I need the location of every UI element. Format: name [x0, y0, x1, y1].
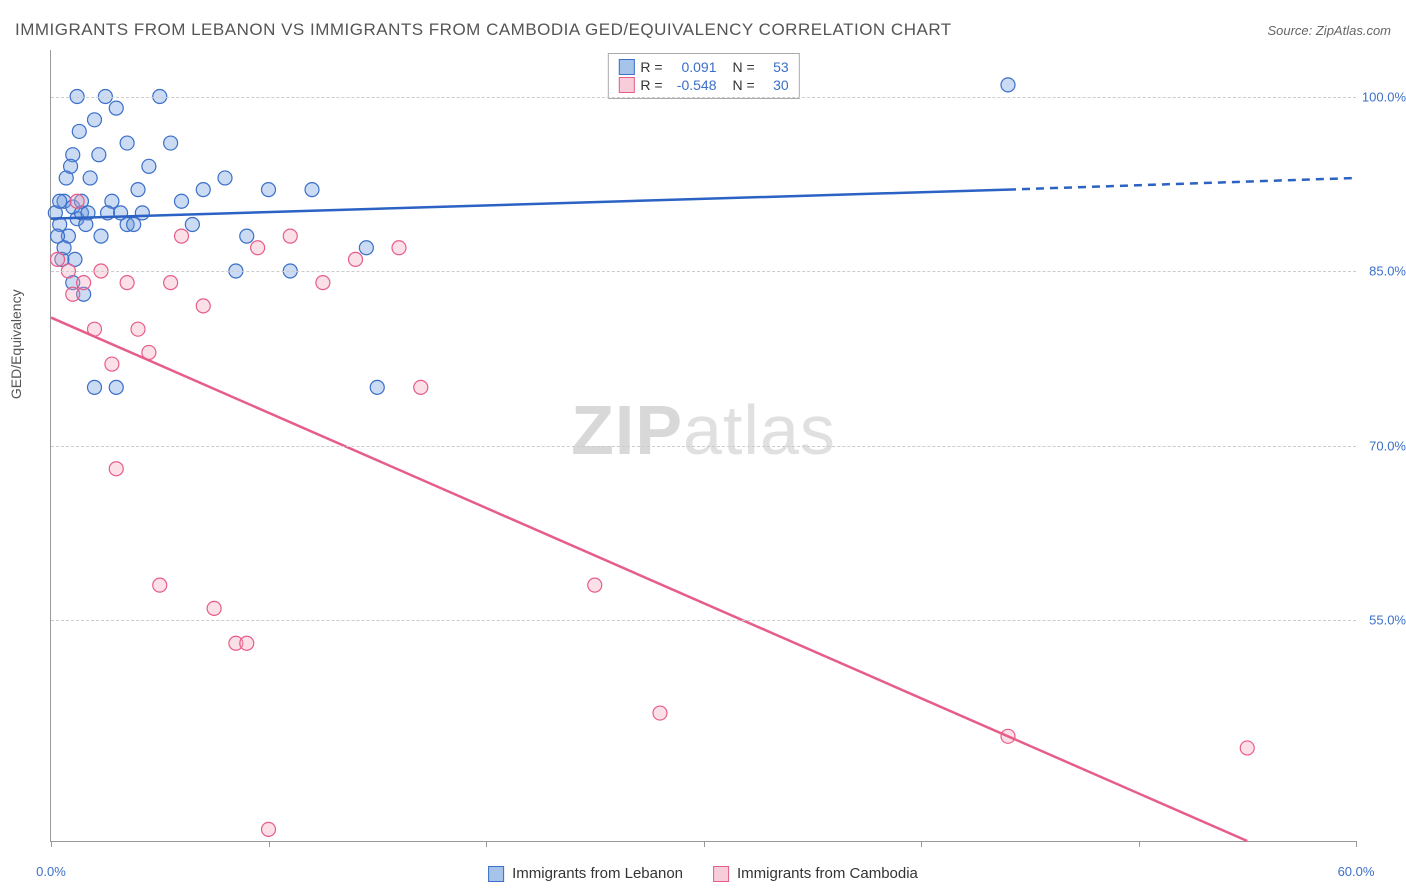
y-tick-label: 55.0%	[1356, 612, 1406, 627]
legend-swatch	[713, 866, 729, 882]
scatter-point	[349, 252, 363, 266]
legend-label: Immigrants from Cambodia	[737, 865, 918, 882]
scatter-point	[218, 171, 232, 185]
title-bar: IMMIGRANTS FROM LEBANON VS IMMIGRANTS FR…	[15, 20, 1391, 40]
n-value: 53	[761, 59, 789, 75]
scatter-point	[196, 299, 210, 313]
scatter-point	[109, 380, 123, 394]
x-tick	[486, 841, 487, 847]
scatter-point	[262, 822, 276, 836]
scatter-point	[135, 206, 149, 220]
stats-box: R = 0.091 N = 53 R = -0.548 N = 30	[607, 53, 799, 99]
scatter-point	[164, 136, 178, 150]
scatter-point	[131, 322, 145, 336]
scatter-point	[70, 194, 84, 208]
scatter-point	[262, 183, 276, 197]
x-tick	[1139, 841, 1140, 847]
scatter-point	[207, 601, 221, 615]
scatter-point	[196, 183, 210, 197]
scatter-point	[142, 159, 156, 173]
scatter-point	[153, 578, 167, 592]
scatter-point	[359, 241, 373, 255]
chart-title: IMMIGRANTS FROM LEBANON VS IMMIGRANTS FR…	[15, 20, 952, 40]
scatter-point	[653, 706, 667, 720]
scatter-point	[1240, 741, 1254, 755]
x-tick	[1356, 841, 1357, 847]
gridline-h	[51, 620, 1356, 621]
r-label: R =	[640, 77, 662, 93]
scatter-point	[370, 380, 384, 394]
n-label: N =	[733, 59, 755, 75]
scatter-point	[240, 636, 254, 650]
scatter-point	[127, 217, 141, 231]
legend-swatch	[618, 77, 634, 93]
scatter-point	[131, 183, 145, 197]
x-tick-label: 60.0%	[1338, 864, 1375, 879]
y-axis-title: GED/Equivalency	[8, 289, 24, 399]
scatter-point	[88, 113, 102, 127]
r-value: -0.548	[669, 77, 717, 93]
legend-item: Immigrants from Lebanon	[488, 865, 683, 882]
legend-item: Immigrants from Cambodia	[713, 865, 918, 882]
r-value: 0.091	[669, 59, 717, 75]
scatter-point	[83, 171, 97, 185]
scatter-point	[105, 357, 119, 371]
scatter-point	[120, 276, 134, 290]
scatter-point	[66, 287, 80, 301]
scatter-point	[175, 194, 189, 208]
x-tick	[704, 841, 705, 847]
scatter-point	[88, 380, 102, 394]
scatter-point	[240, 229, 254, 243]
scatter-point	[92, 148, 106, 162]
scatter-point	[109, 101, 123, 115]
stats-row: R = 0.091 N = 53	[618, 58, 788, 76]
x-tick	[921, 841, 922, 847]
scatter-point	[53, 194, 67, 208]
y-tick-label: 100.0%	[1356, 89, 1406, 104]
scatter-point	[64, 159, 78, 173]
scatter-point	[251, 241, 265, 255]
y-tick-label: 85.0%	[1356, 264, 1406, 279]
scatter-point	[175, 229, 189, 243]
scatter-point	[185, 217, 199, 231]
scatter-point	[588, 578, 602, 592]
x-tick	[269, 841, 270, 847]
scatter-point	[51, 252, 65, 266]
regression-line	[51, 190, 1008, 219]
regression-line-dash	[1008, 178, 1356, 190]
scatter-point	[316, 276, 330, 290]
scatter-point	[77, 276, 91, 290]
gridline-h	[51, 271, 1356, 272]
n-label: N =	[733, 77, 755, 93]
scatter-point	[305, 183, 319, 197]
regression-line	[51, 318, 1247, 841]
scatter-point	[414, 380, 428, 394]
gridline-h	[51, 97, 1356, 98]
scatter-point	[94, 229, 108, 243]
legend-swatch	[618, 59, 634, 75]
bottom-legend: Immigrants from Lebanon Immigrants from C…	[488, 865, 918, 882]
source-label: Source: ZipAtlas.com	[1267, 23, 1391, 38]
y-tick-label: 70.0%	[1356, 438, 1406, 453]
scatter-point	[164, 276, 178, 290]
scatter-point	[120, 136, 134, 150]
stats-row: R = -0.548 N = 30	[618, 76, 788, 94]
gridline-h	[51, 446, 1356, 447]
x-tick	[51, 841, 52, 847]
legend-swatch	[488, 866, 504, 882]
plot-area: ZIPatlas GED/Equivalency R =0.091N =53R …	[50, 50, 1356, 842]
scatter-point	[72, 124, 86, 138]
scatter-point	[1001, 78, 1015, 92]
r-label: R =	[640, 59, 662, 75]
scatter-point	[283, 229, 297, 243]
n-value: 30	[761, 77, 789, 93]
scatter-point	[392, 241, 406, 255]
x-tick-label: 0.0%	[36, 864, 66, 879]
scatter-point	[109, 462, 123, 476]
legend-label: Immigrants from Lebanon	[512, 865, 683, 882]
